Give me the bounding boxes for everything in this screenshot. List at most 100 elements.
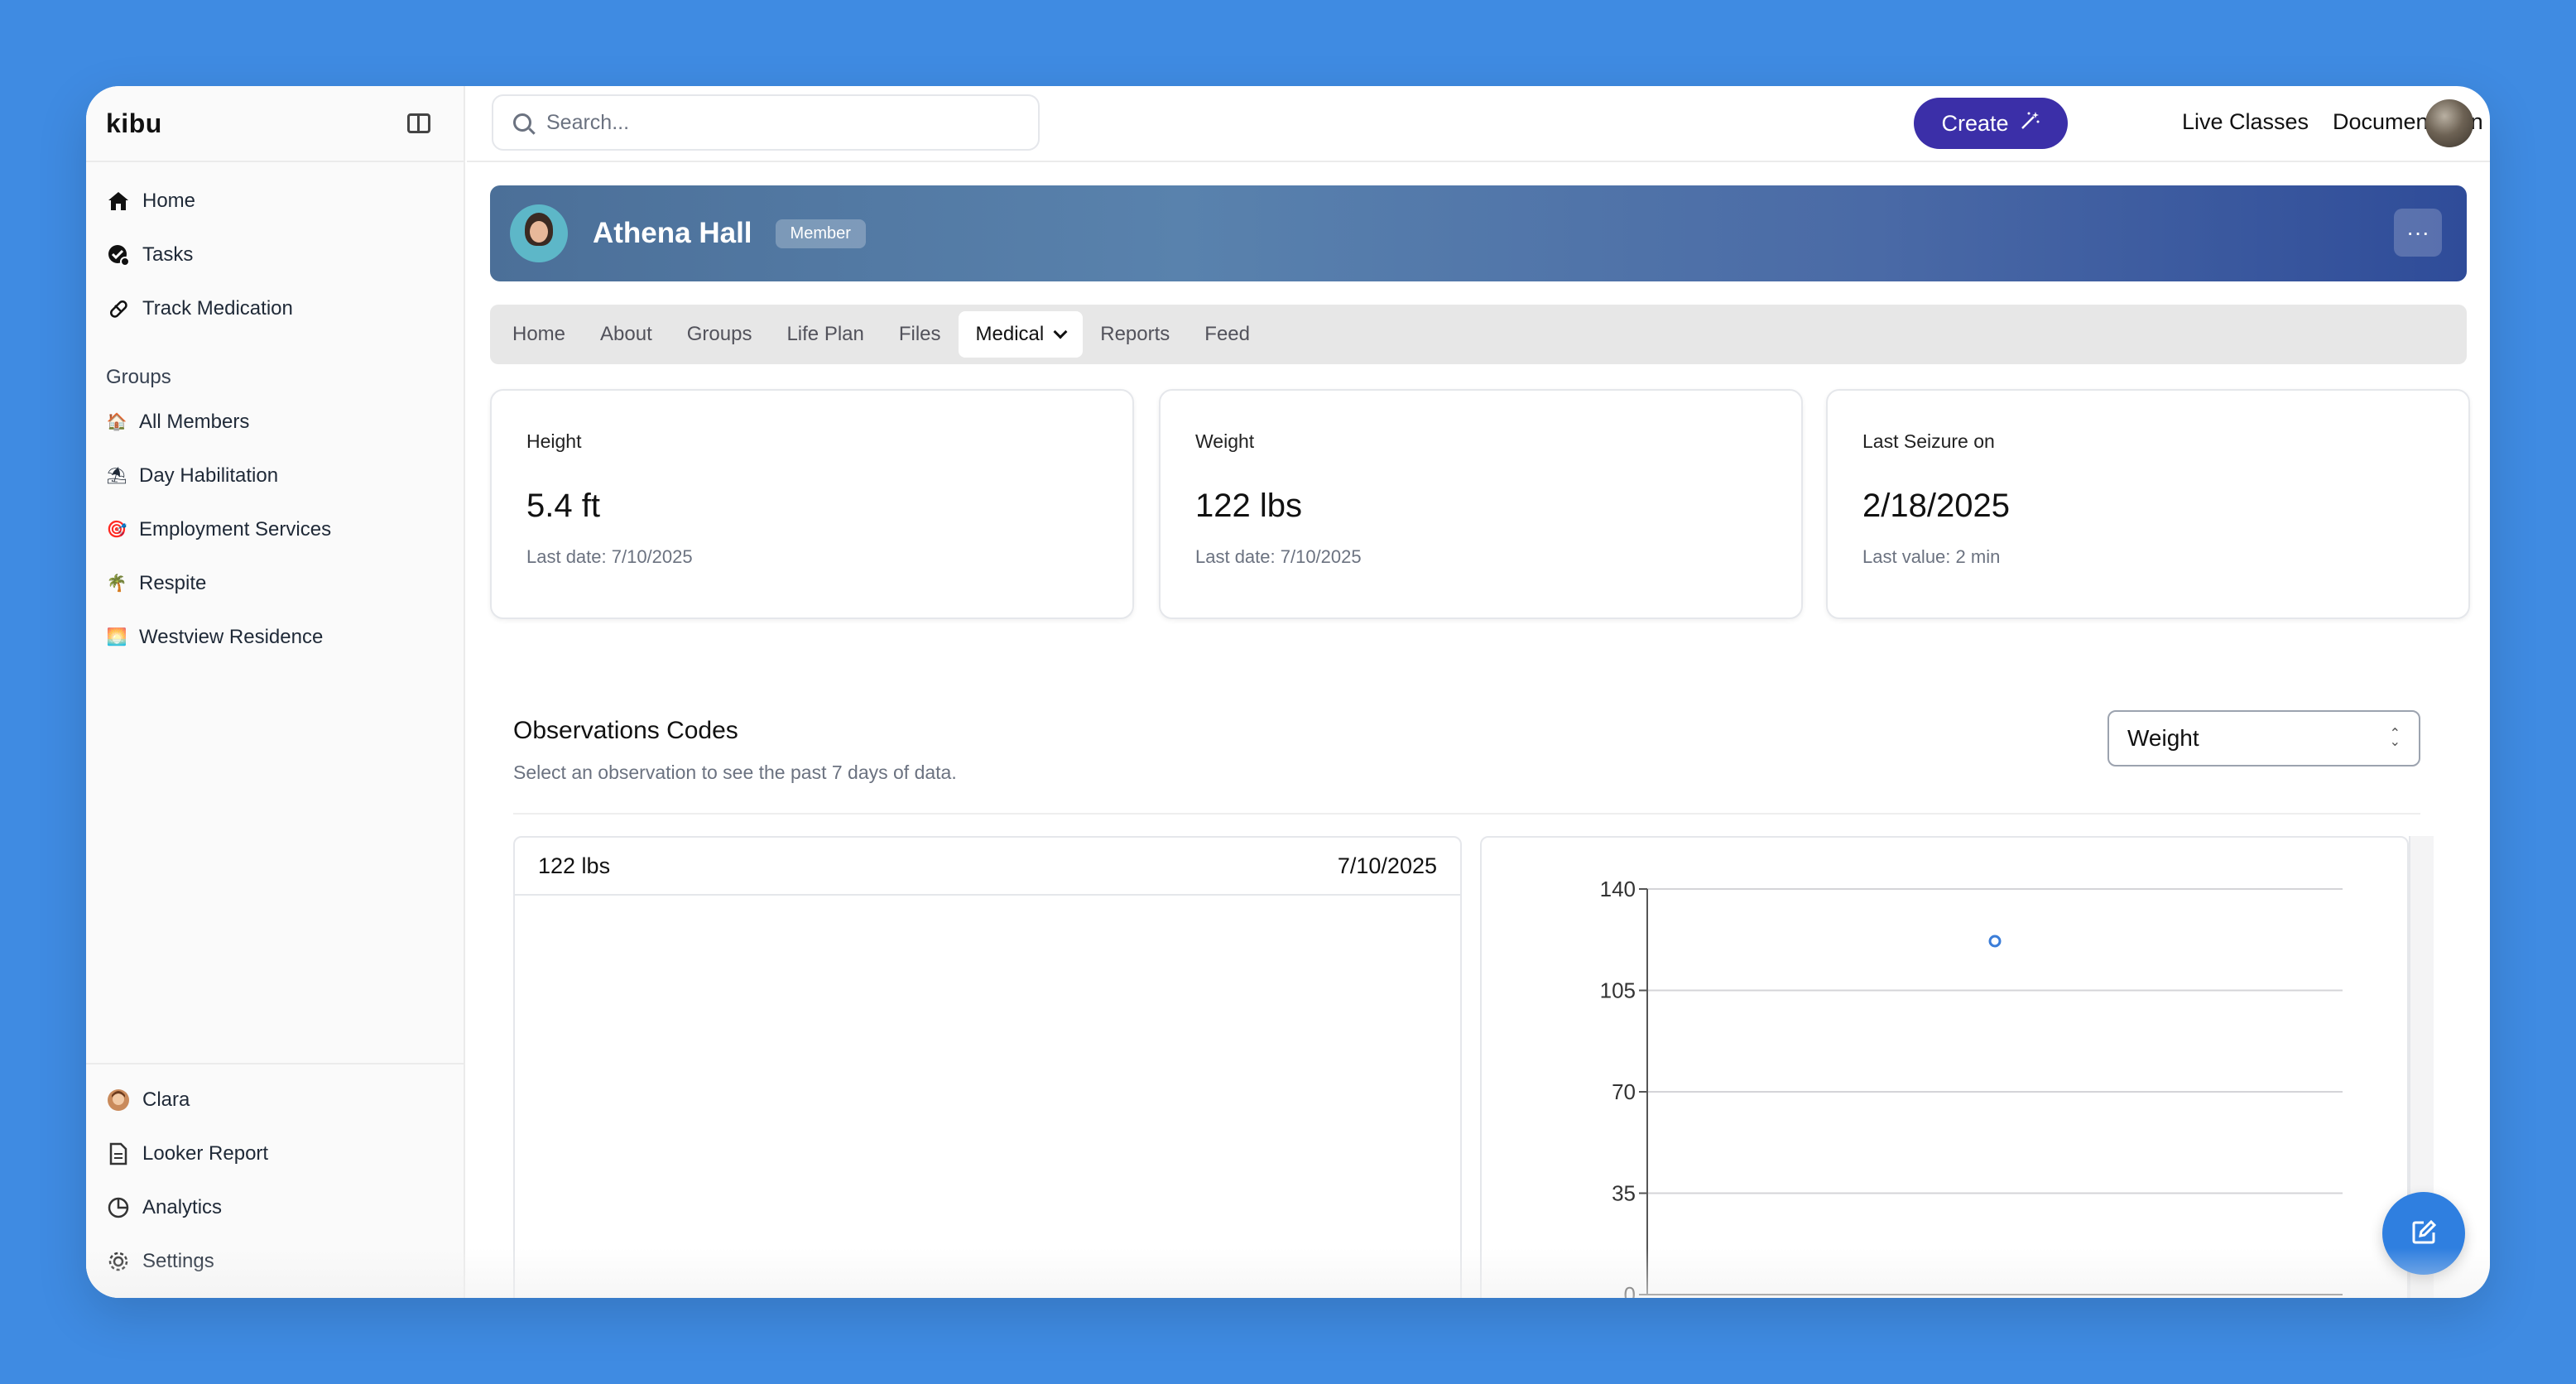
sidebar-item-looker-report[interactable]: Looker Report [86, 1127, 464, 1180]
weight-card: Weight 122 lbs Last date: 7/10/2025 [1159, 389, 1803, 619]
y-tick-label: 70 [1612, 1079, 1636, 1104]
card-subtext: Last value: 2 min [1862, 546, 2001, 567]
card-subtext: Last date: 7/10/2025 [1195, 546, 1362, 567]
tab-about[interactable]: About [600, 323, 652, 345]
ellipsis-icon: ··· [2406, 219, 2429, 245]
sidebar-item-home[interactable]: Home [86, 174, 464, 228]
house-icon: 🏠 [106, 413, 127, 431]
card-value: 122 lbs [1195, 488, 1302, 524]
top-bar: Create Live Classes Documentation [467, 86, 2490, 162]
search-input[interactable] [546, 110, 1018, 135]
member-role-badge: Member [775, 219, 866, 248]
tab-groups[interactable]: Groups [686, 323, 752, 345]
more-options-button[interactable]: ··· [2394, 209, 2442, 257]
tab-life-plan[interactable]: Life Plan [786, 323, 864, 345]
observation-chart-panel: 0 35 70 105 140 [1480, 836, 2409, 1298]
sidebar-item-employment-services[interactable]: 🎯 Employment Services [86, 502, 464, 556]
y-tick-label: 105 [1600, 978, 1636, 1003]
data-point [1988, 935, 2002, 948]
chevron-down-icon [1053, 324, 1068, 339]
card-label: Weight [1195, 430, 1255, 452]
create-button[interactable]: Create [1914, 98, 2068, 149]
observations-subtitle: Select an observation to see the past 7 … [513, 762, 957, 783]
compose-button[interactable] [2382, 1192, 2465, 1275]
pie-chart-icon [106, 1195, 131, 1220]
main-nav: Home Tasks Track Medication [86, 162, 464, 335]
last-seizure-card: Last Seizure on 2/18/2025 Last value: 2 … [1826, 389, 2470, 619]
sidebar-item-track-medication[interactable]: Track Medication [86, 281, 464, 335]
sidebar-toggle-icon[interactable] [407, 113, 430, 133]
sidebar-item-label: Tasks [142, 243, 194, 266]
groups-list: 🏠 All Members ⛱ Day Habilitation 🎯 Emplo… [86, 395, 464, 664]
observation-chart: 0 35 70 105 140 [1600, 877, 2343, 1298]
sidebar-item-label: Analytics [142, 1195, 223, 1218]
magic-wand-icon [2019, 110, 2040, 137]
tab-medical-label: Medical [975, 323, 1045, 345]
clara-avatar-icon [106, 1088, 131, 1112]
sidebar-item-label: Westview Residence [139, 625, 324, 648]
member-name: Athena Hall [593, 217, 752, 249]
sidebar-item-label: Respite [139, 571, 207, 594]
sidebar-footer: Clara Looker Report Analytics Settings [86, 1063, 464, 1288]
sidebar-item-label: Looker Report [142, 1141, 269, 1165]
card-value: 5.4 ft [526, 488, 600, 524]
tab-medical[interactable]: Medical [958, 311, 1084, 358]
card-value: 2/18/2025 [1862, 488, 2010, 524]
sidebar-item-label: All Members [139, 410, 250, 433]
observation-select[interactable]: Weight ⌃ ⌄ [2107, 710, 2420, 766]
sidebar-item-label: Settings [142, 1249, 214, 1272]
sidebar-item-day-habilitation[interactable]: ⛱ Day Habilitation [86, 449, 464, 502]
member-tabs: Home About Groups Life Plan Files Medica… [490, 305, 2467, 364]
card-subtext: Last date: 7/10/2025 [526, 546, 693, 567]
sidebar-item-label: Employment Services [139, 517, 332, 541]
create-button-label: Create [1941, 110, 2009, 136]
member-avatar [510, 204, 568, 262]
gear-icon [106, 1249, 131, 1274]
pill-icon [106, 296, 131, 321]
card-label: Last Seizure on [1862, 430, 1995, 452]
search-box[interactable] [492, 94, 1040, 151]
sidebar-item-label: Track Medication [142, 296, 293, 320]
y-tick-label: 35 [1612, 1181, 1636, 1206]
home-icon [106, 189, 131, 214]
edit-icon [2407, 1216, 2440, 1252]
list-item[interactable]: 122 lbs 7/10/2025 [515, 838, 1460, 896]
sidebar-item-label: Home [142, 189, 196, 212]
observations-list: 122 lbs 7/10/2025 [513, 836, 1462, 1298]
sidebar-item-respite[interactable]: 🌴 Respite [86, 556, 464, 610]
tasks-icon [106, 243, 131, 267]
y-tick-label: 0 [1624, 1282, 1636, 1298]
sidebar-item-analytics[interactable]: Analytics [86, 1180, 464, 1234]
section-divider [513, 813, 2420, 815]
sidebar-item-westview-residence[interactable]: 🌅 Westview Residence [86, 610, 464, 664]
y-tick-label: 140 [1600, 877, 1636, 901]
sidebar-item-settings[interactable]: Settings [86, 1234, 464, 1288]
select-chevrons-icon: ⌃ ⌄ [2389, 727, 2401, 749]
sidebar-header: kibu [86, 86, 464, 162]
beach-umbrella-icon: ⛱ [106, 467, 127, 485]
user-avatar[interactable] [2425, 99, 2473, 147]
sidebar: kibu Home Tasks Track Medication [86, 86, 465, 1298]
tab-files[interactable]: Files [898, 323, 941, 345]
groups-heading: Groups [106, 366, 171, 388]
height-card: Height 5.4 ft Last date: 7/10/2025 [490, 389, 1134, 619]
tab-home[interactable]: Home [512, 323, 566, 345]
sidebar-item-label: Day Habilitation [139, 464, 279, 487]
sidebar-item-label: Clara [142, 1088, 190, 1111]
sidebar-item-tasks[interactable]: Tasks [86, 228, 464, 281]
member-header: Athena Hall Member ··· [490, 185, 2467, 281]
observation-select-value: Weight [2127, 725, 2199, 751]
sidebar-item-clara[interactable]: Clara [86, 1073, 464, 1127]
observations-title: Observations Codes [513, 717, 738, 744]
tab-feed[interactable]: Feed [1204, 323, 1250, 345]
search-icon [513, 113, 531, 132]
app-window: kibu Home Tasks Track Medication [86, 86, 2490, 1298]
target-icon: 🎯 [106, 521, 127, 539]
live-classes-link[interactable]: Live Classes [2182, 109, 2309, 134]
sunset-icon: 🌅 [106, 628, 127, 646]
tab-reports[interactable]: Reports [1100, 323, 1170, 345]
palm-tree-icon: 🌴 [106, 574, 127, 593]
sidebar-item-all-members[interactable]: 🏠 All Members [86, 395, 464, 449]
observation-value: 122 lbs [538, 853, 611, 878]
card-label: Height [526, 430, 582, 452]
